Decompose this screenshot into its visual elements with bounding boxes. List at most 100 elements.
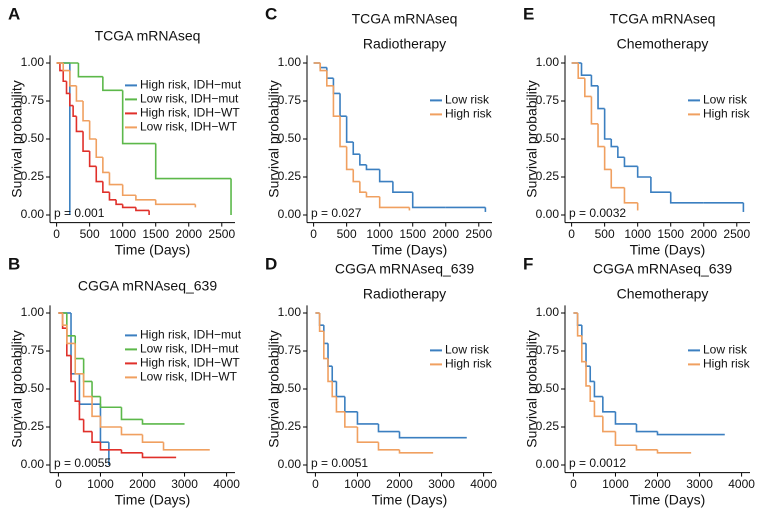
- p-value: p = 0.001: [54, 206, 105, 220]
- x-tick-label: 4000: [728, 477, 755, 491]
- survival-step: [603, 146, 612, 171]
- survival-step: [345, 116, 354, 143]
- survival-step: [162, 442, 210, 451]
- y-axis-label: Survival probability: [524, 80, 540, 198]
- y-tick-label: 0.75: [536, 343, 560, 357]
- survival-step: [102, 76, 123, 92]
- survival-step: [656, 449, 692, 454]
- survival-step: [74, 381, 80, 402]
- survival-step: [623, 187, 638, 204]
- x-axis-label: Time (Days): [115, 491, 191, 507]
- x-tick-label: 2500: [723, 227, 750, 241]
- panel-label: D: [265, 254, 277, 273]
- y-tick-label: 0.00: [536, 457, 560, 471]
- panel-title: CGGA mRNAseq_639: [593, 261, 732, 277]
- survival-step: [398, 449, 434, 454]
- survival-step: [577, 63, 585, 79]
- y-tick-label: 0.75: [21, 93, 45, 107]
- survival-step: [576, 313, 582, 337]
- survival-step: [326, 67, 334, 79]
- panel-title: Radiotherapy: [363, 286, 446, 302]
- survival-step: [77, 63, 103, 78]
- survival-step: [135, 195, 156, 201]
- survival-step: [377, 442, 400, 451]
- x-tick-label: 3000: [428, 477, 455, 491]
- survival-step: [590, 96, 599, 125]
- y-tick-label: 0.25: [278, 419, 302, 433]
- survival-step: [635, 445, 658, 451]
- survival-step: [99, 396, 122, 409]
- survival-step: [585, 361, 591, 387]
- survival-step: [359, 181, 367, 193]
- survival-step: [650, 177, 671, 193]
- x-tick-label: 1500: [657, 227, 684, 241]
- survival-step: [589, 366, 595, 383]
- panel-title: Chemotherapy: [617, 36, 709, 52]
- p-value: p = 0.0012: [569, 456, 626, 470]
- survival-step: [88, 151, 97, 168]
- survival-step: [656, 431, 725, 436]
- survival-step: [331, 381, 337, 398]
- y-tick-label: 0.75: [21, 343, 45, 357]
- x-tick-label: 0: [312, 477, 319, 491]
- survival-step: [102, 181, 110, 193]
- x-tick-label: 1500: [399, 227, 426, 241]
- survival-step: [69, 70, 77, 87]
- panel-title: Chemotherapy: [617, 286, 709, 302]
- legend-label: Low risk: [445, 343, 490, 357]
- survival-step: [584, 78, 592, 98]
- survival-step: [74, 335, 84, 360]
- survival-step: [120, 427, 143, 436]
- y-axis-label: Survival probability: [524, 330, 540, 448]
- survival-step: [602, 416, 616, 433]
- x-axis-label: Time (Days): [115, 241, 191, 257]
- survival-step: [590, 75, 599, 87]
- y-tick-label: 0.25: [536, 169, 560, 183]
- x-tick-label: 3000: [171, 477, 198, 491]
- y-tick-label: 0.00: [21, 207, 45, 221]
- y-tick-label: 0.75: [278, 93, 302, 107]
- survival-step: [135, 207, 150, 212]
- survival-step: [120, 407, 143, 421]
- x-tick-label: 0: [568, 227, 575, 241]
- y-tick-label: 1.00: [536, 305, 560, 319]
- p-value: p = 0.0051: [311, 456, 368, 470]
- legend-label: High risk: [445, 357, 493, 371]
- x-tick-label: 1000: [109, 227, 136, 241]
- survival-step: [102, 157, 110, 174]
- y-tick-label: 0.50: [536, 131, 560, 145]
- survival-step: [95, 139, 103, 159]
- x-tick-label: 500: [595, 227, 615, 241]
- x-tick-label: 0: [53, 227, 60, 241]
- x-tick-label: 1500: [142, 227, 169, 241]
- survival-step: [597, 123, 605, 148]
- x-tick-label: 1000: [624, 227, 651, 241]
- survival-step: [345, 146, 354, 171]
- survival-step: [327, 358, 333, 383]
- legend-label: High risk: [703, 357, 751, 371]
- y-tick-label: 0.25: [278, 169, 302, 183]
- survival-step: [74, 343, 84, 375]
- survival-step: [669, 192, 704, 204]
- panel-label: F: [523, 254, 533, 273]
- y-axis-label: Survival probability: [266, 330, 282, 448]
- legend-label: Low risk, IDH−mut: [140, 342, 239, 356]
- survival-step: [91, 431, 101, 443]
- survival-step: [411, 192, 446, 209]
- survival-step: [392, 181, 413, 193]
- x-tick-label: 1000: [87, 477, 114, 491]
- y-axis-label: Survival probability: [266, 80, 282, 198]
- survival-step: [99, 416, 122, 428]
- survival-step: [635, 423, 658, 433]
- x-tick-label: 2000: [129, 477, 156, 491]
- survival-step: [344, 396, 358, 413]
- survival-step: [356, 427, 379, 443]
- x-tick-label: 2000: [386, 477, 413, 491]
- y-tick-label: 1.00: [21, 305, 45, 319]
- y-tick-label: 0.25: [21, 169, 45, 183]
- survival-step: [120, 449, 143, 454]
- survival-step: [82, 358, 93, 383]
- survival-step: [636, 166, 651, 178]
- survival-step: [69, 93, 74, 107]
- y-axis-label: Survival probability: [9, 80, 25, 198]
